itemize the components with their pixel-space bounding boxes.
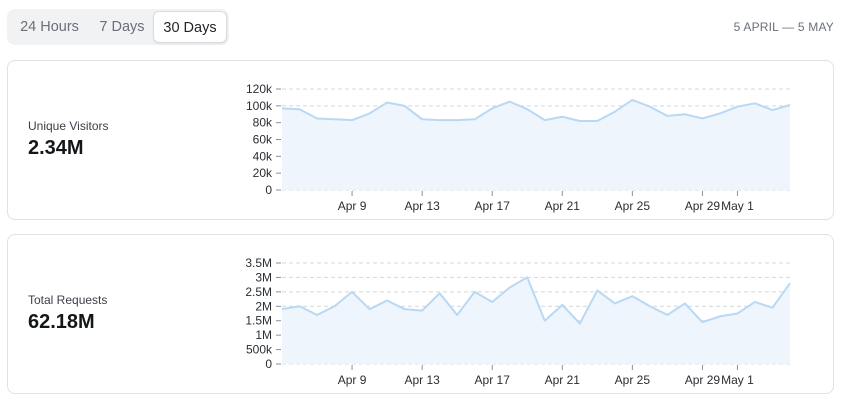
x-tick-label: Apr 29 xyxy=(685,373,721,387)
y-tick-label: 120k xyxy=(246,82,273,96)
x-tick-label: Apr 25 xyxy=(615,199,651,213)
y-tick-label: 60k xyxy=(253,133,273,147)
y-tick-label: 0 xyxy=(265,183,272,197)
y-tick-label: 0 xyxy=(265,357,272,371)
x-tick-label: May 1 xyxy=(721,373,754,387)
y-tick-label: 1M xyxy=(255,328,272,342)
tab-7-days[interactable]: 7 Days xyxy=(99,19,145,35)
metric-value: 2.34M xyxy=(28,137,84,159)
series-area xyxy=(282,277,790,364)
tab-30-days[interactable]: 30 Days xyxy=(153,11,227,43)
metric-label: Unique Visitors xyxy=(28,119,109,133)
y-tick-label: 500k xyxy=(246,343,273,357)
total-requests-card: Total Requests 62.18M 0 500k 1M 1.5M 2M 2.5M 3… xyxy=(7,234,834,394)
x-tick-label: May 1 xyxy=(721,199,754,213)
series-line xyxy=(281,276,791,325)
series-line xyxy=(281,98,791,122)
x-tick-label: Apr 25 xyxy=(615,373,651,387)
y-tick-label: 40k xyxy=(253,149,273,163)
date-range-label: 5 APRIL — 5 MAY xyxy=(733,20,834,34)
x-tick-label: Apr 21 xyxy=(545,373,581,387)
y-tick-label: 100k xyxy=(246,99,273,113)
x-tick-label: Apr 9 xyxy=(338,199,367,213)
y-tick-label: 20k xyxy=(253,166,273,180)
unique-visitors-chart: 0 20k 40k 60k 80k 100k 120k Apr 9 Apr 13 Apr 17 Ap… xyxy=(246,82,791,213)
unique-visitors-card: Unique Visitors 2.34M 0 20k 40k 60k 80k 100k 1… xyxy=(7,60,834,220)
time-range-selector: 24 Hours 7 Days 30 Days xyxy=(7,9,229,45)
y-tick-label: 3.5M xyxy=(245,256,272,270)
x-tick-label: Apr 17 xyxy=(475,373,511,387)
x-tick-label: Apr 13 xyxy=(404,199,440,213)
y-tick-label: 3M xyxy=(255,270,272,284)
metric-value: 62.18M xyxy=(28,311,95,333)
x-tick-label: Apr 9 xyxy=(338,373,367,387)
y-tick-label: 1.5M xyxy=(245,314,272,328)
tab-24-hours[interactable]: 24 Hours xyxy=(20,19,79,35)
y-tick-label: 80k xyxy=(253,116,273,130)
x-tick-label: Apr 17 xyxy=(475,199,511,213)
y-tick-label: 2.5M xyxy=(245,285,272,299)
x-tick-label: Apr 13 xyxy=(404,373,440,387)
series-area xyxy=(282,99,790,190)
x-tick-label: Apr 21 xyxy=(545,199,581,213)
metric-label: Total Requests xyxy=(28,293,108,307)
x-tick-label: Apr 29 xyxy=(685,199,721,213)
y-tick-label: 2M xyxy=(255,299,272,313)
